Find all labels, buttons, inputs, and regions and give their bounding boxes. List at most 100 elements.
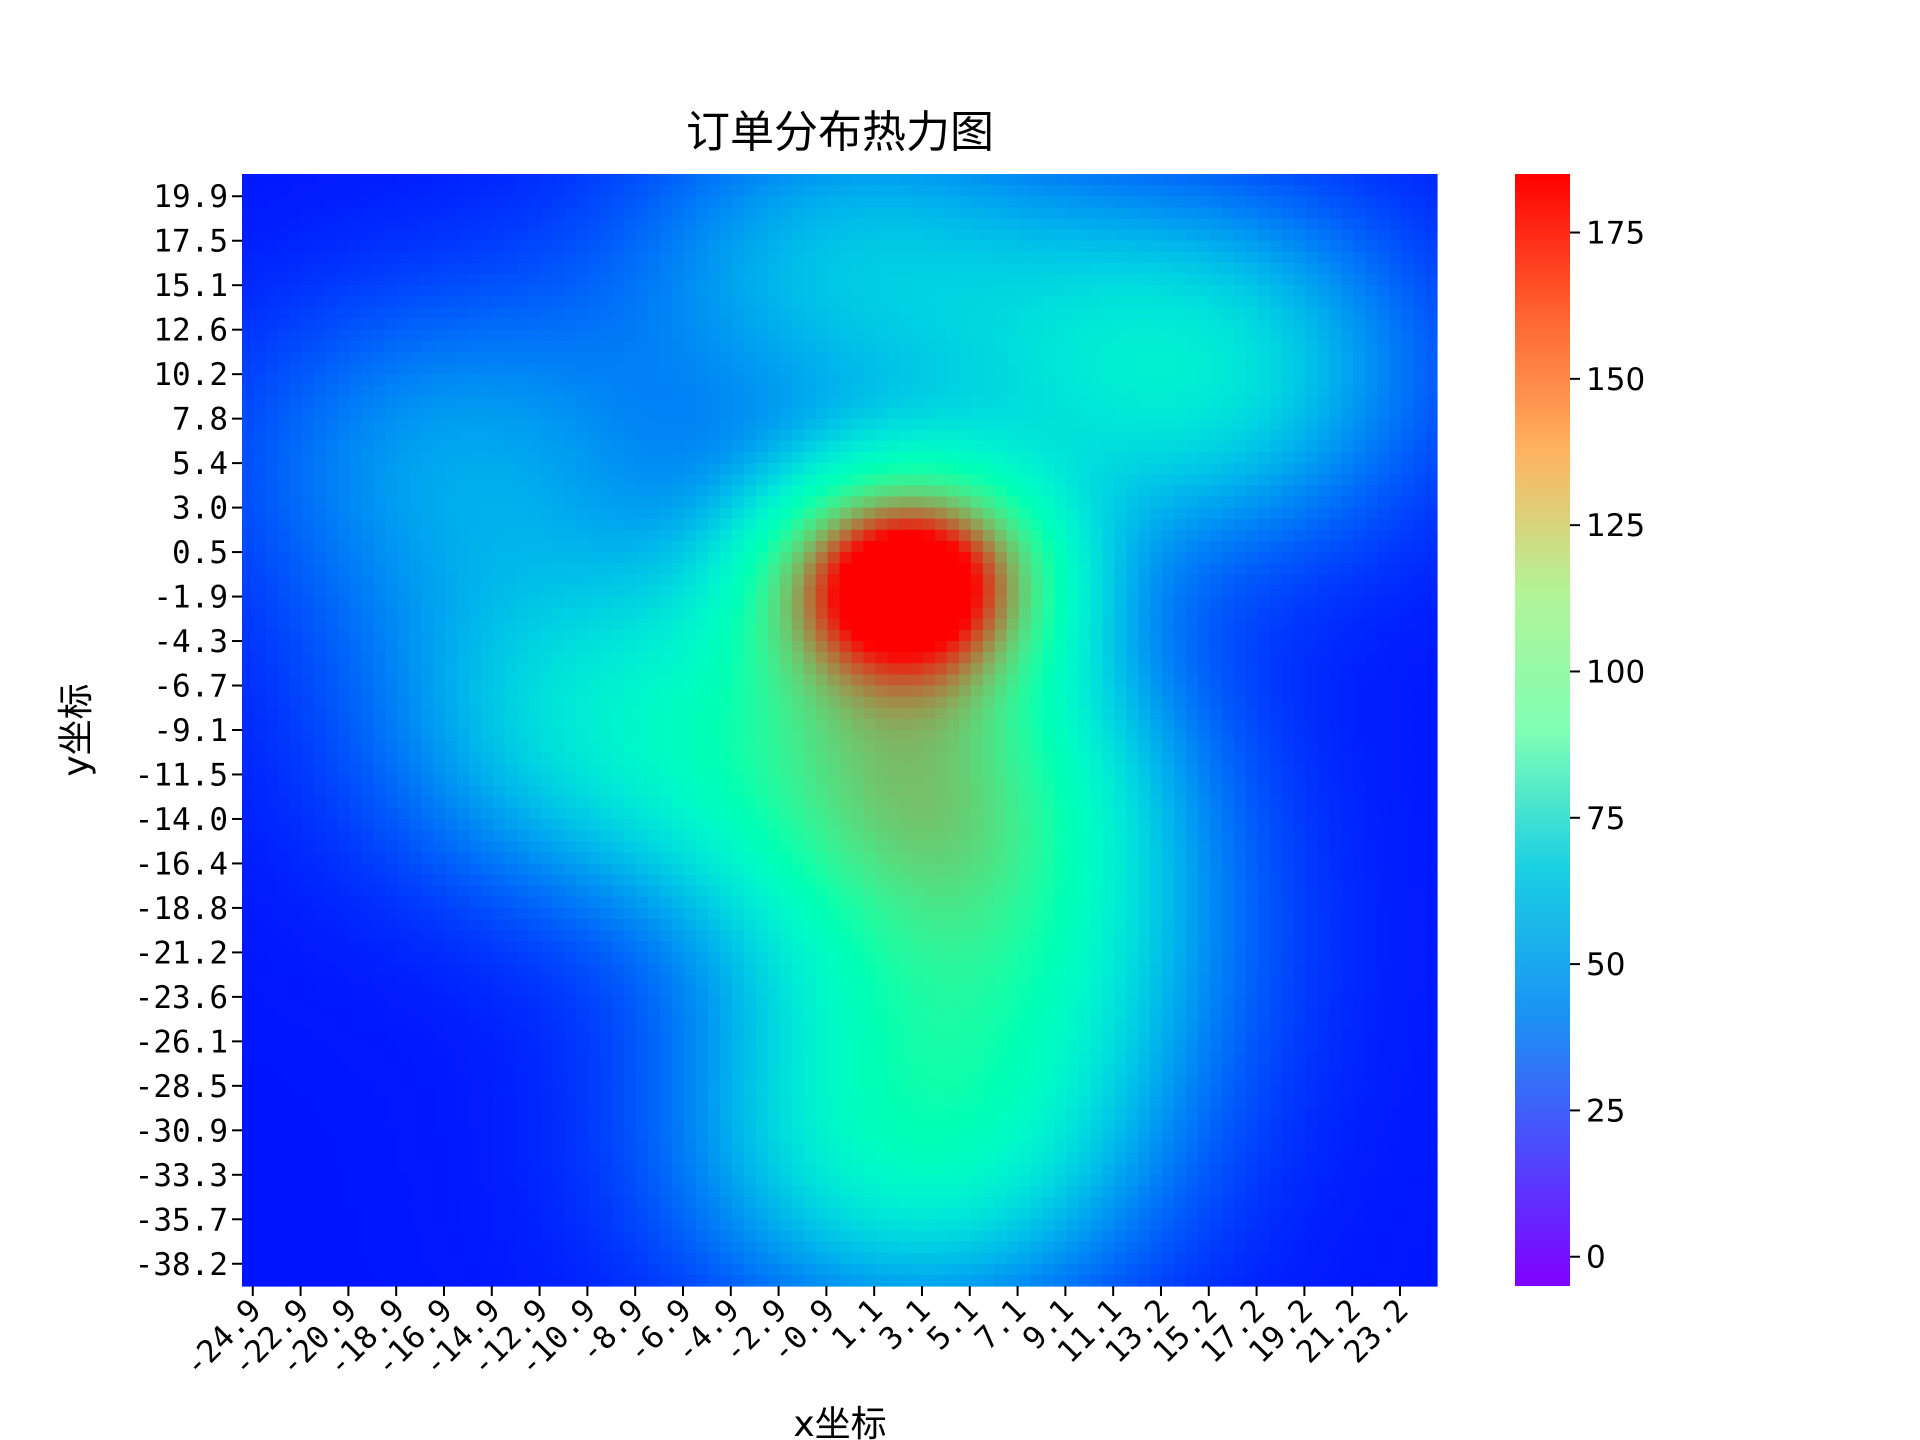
- heatmap-cell: [1293, 229, 1307, 242]
- heatmap-cell: [1006, 218, 1020, 231]
- heatmap-cell: [242, 385, 255, 397]
- heatmap-cell: [994, 496, 1008, 509]
- heatmap-cell: [457, 229, 470, 242]
- heatmap-cell: [576, 174, 590, 186]
- heatmap-cell: [1138, 296, 1151, 309]
- heatmap-cell: [1401, 285, 1414, 297]
- heatmap-cell: [1186, 663, 1199, 675]
- heatmap-cell: [923, 429, 936, 442]
- heatmap-cell: [1257, 262, 1271, 275]
- heatmap-cell: [1293, 374, 1307, 386]
- heatmap-cell: [409, 218, 422, 231]
- heatmap-cell: [1006, 652, 1020, 664]
- heatmap-cell: [911, 385, 924, 397]
- heatmap-cell: [289, 518, 303, 531]
- heatmap-cell: [301, 351, 315, 364]
- heatmap-cell: [540, 707, 554, 720]
- heatmap-cell: [935, 674, 948, 687]
- heatmap-cell: [1209, 229, 1223, 242]
- heatmap-cell: [636, 607, 649, 620]
- heatmap-cell: [1377, 185, 1390, 197]
- heatmap-cell: [600, 463, 614, 475]
- heatmap-cell: [1150, 351, 1163, 364]
- heatmap-cell: [445, 641, 458, 653]
- heatmap-cell: [576, 340, 590, 353]
- heatmap-cell: [779, 374, 793, 386]
- heatmap-cell: [277, 429, 291, 442]
- heatmap-cell: [1030, 329, 1044, 342]
- heatmap-cell: [242, 707, 255, 720]
- heatmap-cell: [970, 574, 984, 587]
- heatmap-cell: [1293, 496, 1307, 509]
- heatmap-cell: [361, 363, 375, 375]
- heatmap-cell: [1150, 218, 1163, 231]
- heatmap-cell: [696, 618, 709, 631]
- heatmap-cell: [1233, 707, 1247, 720]
- heatmap-cell: [349, 641, 363, 653]
- heatmap-cell: [1126, 385, 1139, 397]
- heatmap-cell: [839, 463, 853, 475]
- heatmap-cell: [457, 496, 470, 509]
- heatmap-cell: [1198, 429, 1211, 442]
- heatmap-cell: [947, 485, 960, 498]
- heatmap-cell: [731, 463, 745, 475]
- heatmap-cell: [827, 607, 841, 620]
- heatmap-cell: [504, 374, 518, 386]
- heatmap-cell: [1365, 429, 1378, 442]
- heatmap-cell: [576, 641, 590, 653]
- heatmap-cell: [564, 707, 578, 720]
- heatmap-cell: [875, 507, 888, 520]
- heatmap-cell: [1413, 529, 1426, 542]
- heatmap-cell: [720, 463, 733, 475]
- heatmap-cell: [1018, 296, 1032, 309]
- heatmap-cell: [612, 396, 625, 409]
- heatmap-cell: [433, 596, 446, 609]
- heatmap-cell: [409, 474, 422, 486]
- heatmap-cell: [481, 696, 494, 709]
- heatmap-cell: [947, 274, 960, 286]
- heatmap-cell: [481, 474, 494, 486]
- heatmap-cell: [624, 496, 637, 509]
- heatmap-cell: [982, 607, 996, 620]
- heatmap-cell: [767, 218, 781, 231]
- heatmap-cell: [767, 540, 781, 553]
- heatmap-cell: [1389, 607, 1402, 620]
- heatmap-cell: [935, 251, 948, 264]
- heatmap-cell: [1090, 174, 1103, 186]
- heatmap-cell: [445, 652, 458, 664]
- heatmap-cell: [1425, 652, 1438, 664]
- heatmap-cell: [1138, 696, 1151, 709]
- heatmap-cell: [827, 418, 841, 431]
- heatmap-cell: [672, 196, 685, 208]
- heatmap-cell: [313, 396, 327, 409]
- heatmap-cell: [289, 429, 303, 442]
- heatmap-cell: [1305, 563, 1319, 575]
- heatmap-cell: [708, 496, 721, 509]
- heatmap-cell: [373, 652, 386, 664]
- heatmap-cell: [253, 174, 267, 186]
- heatmap-cell: [1245, 474, 1259, 486]
- heatmap-cell: [1174, 596, 1187, 609]
- heatmap-cell: [469, 218, 482, 231]
- heatmap-cell: [1006, 240, 1020, 253]
- heatmap-cell: [1353, 663, 1366, 675]
- heatmap-cell: [289, 207, 303, 220]
- heatmap-cell: [720, 407, 733, 420]
- heatmap-cell: [397, 407, 410, 420]
- heatmap-cell: [1186, 262, 1199, 275]
- heatmap-cell: [994, 274, 1008, 286]
- heatmap-cell: [253, 440, 267, 453]
- heatmap-cell: [516, 496, 530, 509]
- heatmap-cell: [1174, 563, 1187, 575]
- heatmap-cell: [1054, 385, 1068, 397]
- heatmap-cell: [947, 629, 960, 642]
- heatmap-cell: [1126, 618, 1139, 631]
- heatmap-cell: [1102, 707, 1115, 720]
- heatmap-cell: [1305, 463, 1319, 475]
- heatmap-cell: [731, 585, 745, 598]
- heatmap-cell: [277, 285, 291, 297]
- heatmap-cell: [1401, 641, 1414, 653]
- heatmap-cell: [588, 318, 602, 331]
- heatmap-cell: [492, 707, 506, 720]
- heatmap-cell: [684, 396, 697, 409]
